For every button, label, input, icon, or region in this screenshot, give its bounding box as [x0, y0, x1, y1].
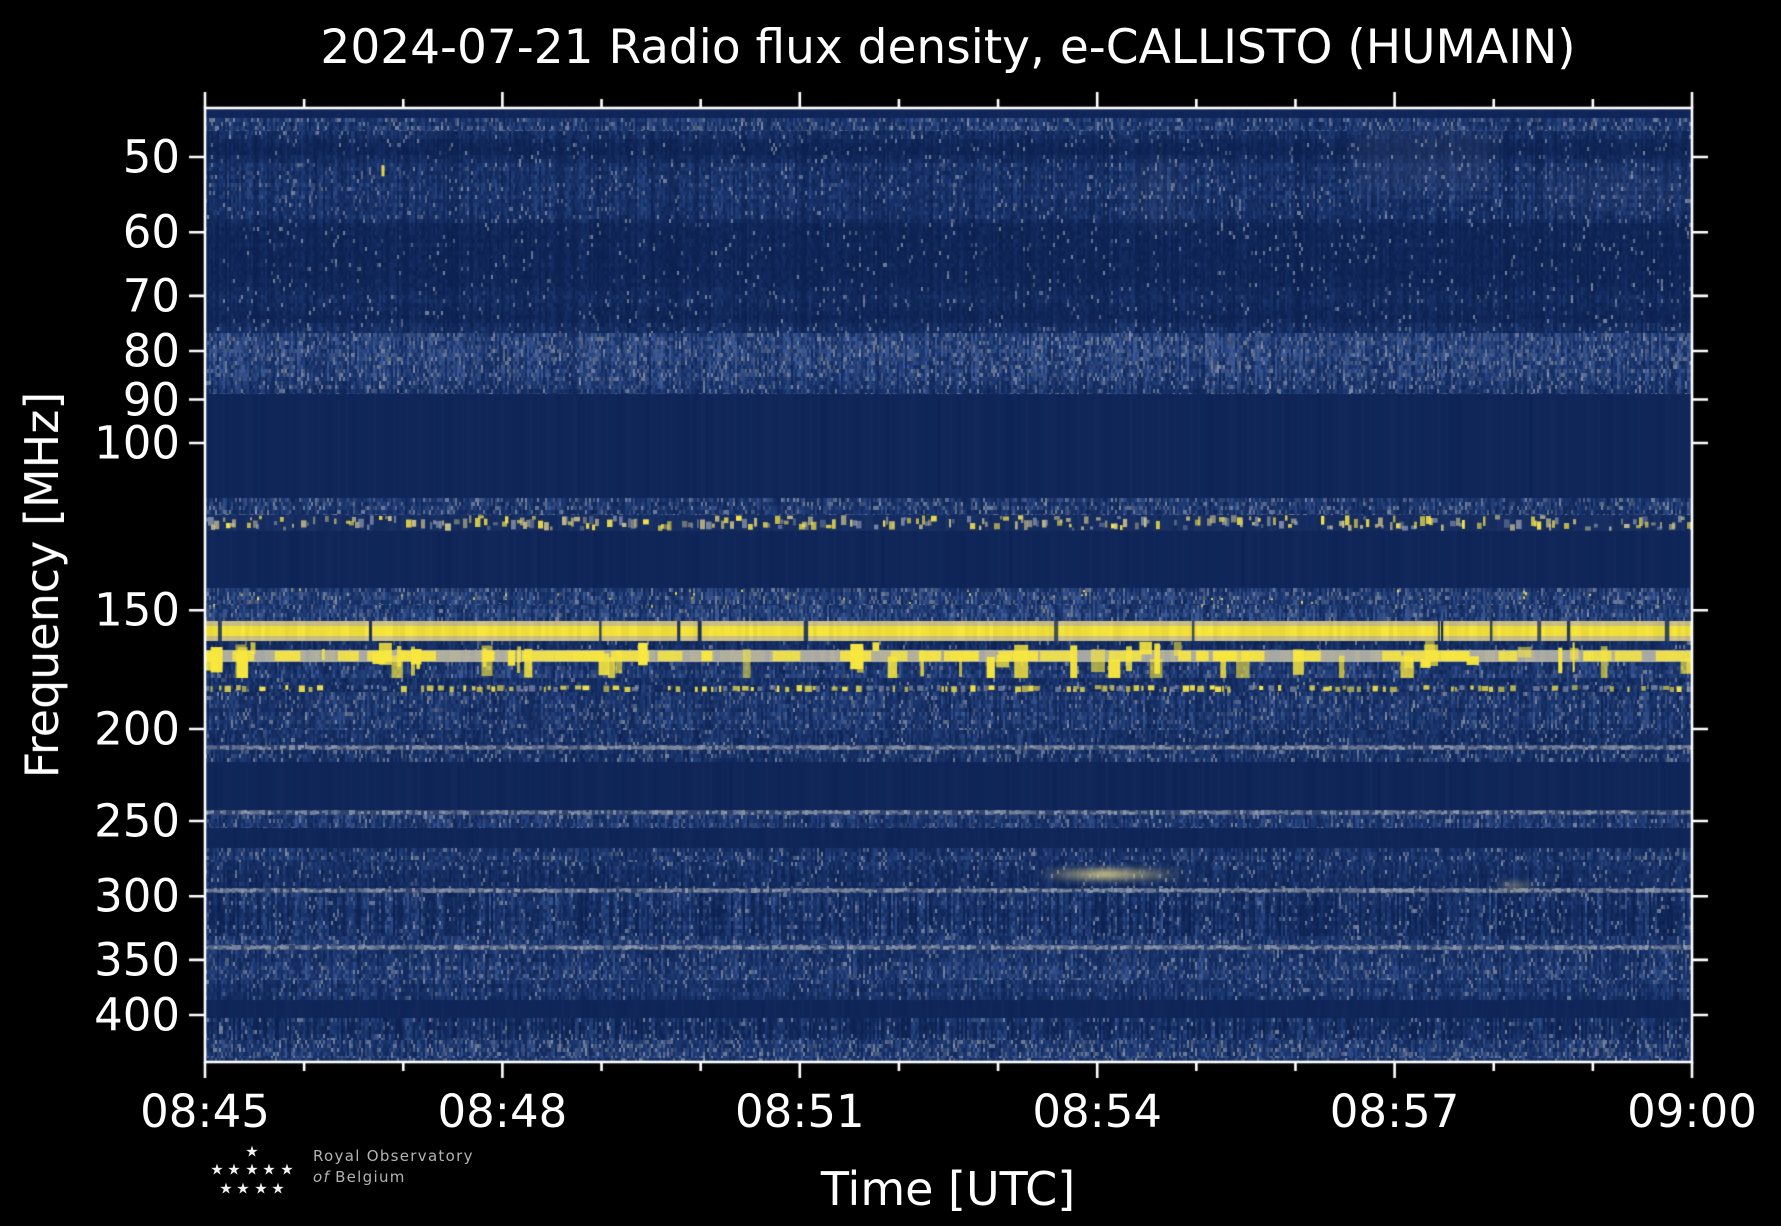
x-tick-label: 09:00 — [1627, 1085, 1757, 1138]
star-icon: ★ — [254, 1179, 268, 1198]
chart-title: 2024-07-21 Radio flux density, e-CALLIST… — [320, 20, 1576, 75]
x-tick-label: 08:57 — [1329, 1085, 1460, 1138]
y-tick-label: 300 — [94, 869, 180, 923]
y-tick-label: 60 — [122, 205, 180, 259]
rob-logo-line2-name: Belgium — [335, 1168, 406, 1186]
star-icon: ★ — [280, 1160, 294, 1179]
x-tick-label: 08:45 — [140, 1085, 270, 1138]
rob-logo-line2: of Belgium — [313, 1167, 474, 1188]
y-tick-label: 70 — [122, 269, 180, 323]
y-tick-label: 250 — [94, 794, 180, 848]
rob-logo-text: Royal Observatory of Belgium — [313, 1146, 474, 1188]
y-tick-label: 90 — [122, 373, 180, 427]
x-axis-label: Time [UTC] — [820, 1162, 1076, 1216]
y-tick-label: 400 — [94, 988, 180, 1042]
star-icon: ★ — [271, 1179, 285, 1198]
y-tick-label: 50 — [122, 130, 180, 184]
star-icon: ★ — [227, 1160, 241, 1179]
y-tick-label: 150 — [94, 583, 180, 637]
x-tick-label: 08:48 — [437, 1085, 568, 1138]
star-icon: ★ — [219, 1179, 233, 1198]
star-icon: ★ — [236, 1179, 250, 1198]
x-tick-label: 08:51 — [734, 1085, 865, 1138]
y-tick-label: 80 — [122, 324, 180, 378]
rob-logo-line2-prefix: of — [313, 1168, 331, 1186]
x-tick-label: 08:54 — [1032, 1085, 1163, 1138]
y-tick-label: 200 — [94, 702, 180, 756]
y-tick-label: 100 — [94, 416, 180, 470]
y-axis-label: Frequency [MHz] — [15, 391, 69, 779]
star-icon: ★ — [245, 1142, 259, 1161]
star-icon: ★ — [210, 1160, 224, 1179]
star-icon: ★ — [245, 1160, 259, 1179]
rob-logo-line1: Royal Observatory — [313, 1147, 474, 1165]
y-tick-label: 350 — [94, 933, 180, 987]
star-icon: ★ — [262, 1160, 276, 1179]
